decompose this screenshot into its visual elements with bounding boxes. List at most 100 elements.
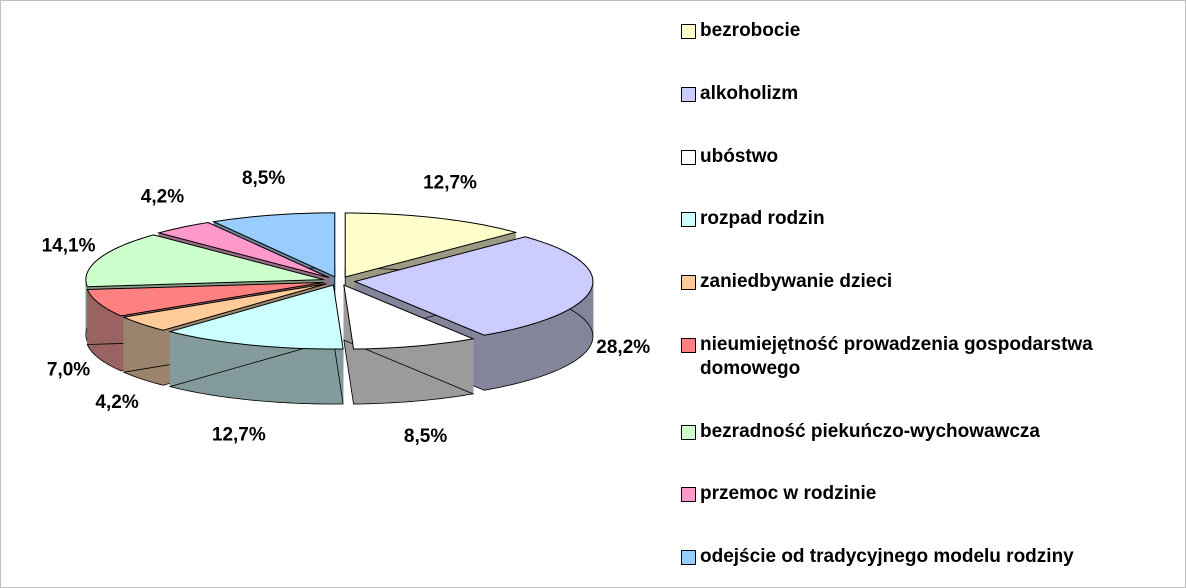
slice-side bbox=[493, 332, 500, 389]
legend-swatch bbox=[681, 86, 696, 102]
data-label: 8,5% bbox=[404, 426, 447, 447]
legend-item: rozpad rodzin bbox=[681, 207, 1171, 231]
slice bbox=[85, 234, 324, 288]
legend-swatch bbox=[681, 550, 696, 565]
legend-label: nieumiejętność prowadzenia gospodarstwa … bbox=[700, 333, 1093, 379]
slice-side bbox=[563, 310, 568, 368]
slice-side bbox=[307, 348, 314, 405]
slice-side bbox=[415, 345, 422, 402]
data-label: 12,7% bbox=[212, 424, 266, 445]
legend: bezrobocie alkoholizm ubóstwo rozpad rodzin… bbox=[681, 19, 1171, 569]
slice-side bbox=[498, 331, 504, 388]
slice-side bbox=[463, 339, 469, 396]
slice-side bbox=[437, 342, 444, 400]
legend-item: przemoc w rodzinie bbox=[681, 482, 1171, 506]
data-label: 4,2% bbox=[141, 187, 184, 208]
slice-side bbox=[551, 315, 556, 373]
slice-side bbox=[364, 348, 372, 405]
data-label: 8,5% bbox=[242, 168, 285, 189]
legend-swatch bbox=[681, 275, 696, 290]
slice bbox=[168, 284, 344, 350]
slice-side bbox=[431, 343, 438, 400]
slice-side bbox=[359, 348, 366, 405]
slice-side bbox=[571, 305, 575, 364]
legend-item: bezradność piekuńczo-wychowawcza bbox=[681, 420, 1171, 444]
slice-edge bbox=[168, 339, 344, 405]
slice-side bbox=[398, 346, 406, 403]
slice bbox=[353, 236, 594, 336]
data-label: 7,0% bbox=[47, 359, 90, 380]
slice-side bbox=[483, 333, 490, 391]
legend-label: ubóstwo bbox=[700, 145, 779, 167]
slice-side bbox=[353, 348, 360, 405]
slice-side bbox=[576, 302, 579, 361]
slice bbox=[122, 283, 327, 331]
legend-label: alkoholizm bbox=[700, 82, 799, 104]
slice bbox=[343, 284, 475, 350]
slice-side bbox=[537, 320, 542, 378]
legend-item: zaniedbywanie dzieci bbox=[681, 270, 1171, 294]
legend-swatch bbox=[681, 24, 696, 39]
slice-side bbox=[540, 319, 546, 377]
legend-label: bezradność piekuńczo-wychowawcza bbox=[700, 420, 1040, 442]
slice-side bbox=[529, 323, 534, 381]
slice-side bbox=[442, 342, 449, 399]
legend-label: odejście od tradycyjnego modelu rodziny bbox=[700, 546, 1074, 567]
slice-side bbox=[507, 329, 513, 386]
legend-swatch bbox=[681, 337, 696, 353]
pie-area: 12,7%28,2%8,5%12,7%4,2%7,0%14,1%4,2%8,5% bbox=[42, 168, 651, 447]
slice-side bbox=[560, 311, 565, 369]
slice-side bbox=[319, 348, 326, 405]
slice-edge bbox=[343, 339, 475, 405]
slice-side bbox=[283, 347, 291, 404]
slice-side bbox=[544, 318, 549, 376]
legend-swatch bbox=[681, 424, 696, 440]
slice-side bbox=[566, 308, 570, 367]
legend-item: bezrobocie bbox=[681, 19, 1171, 43]
slice-side bbox=[426, 344, 433, 401]
data-label: 28,2% bbox=[596, 337, 650, 358]
slice-side bbox=[488, 333, 495, 390]
slice bbox=[86, 281, 324, 317]
legend-swatch bbox=[681, 487, 696, 503]
data-label: 4,2% bbox=[95, 392, 138, 413]
slice-side bbox=[376, 347, 383, 404]
slice-side bbox=[525, 324, 530, 382]
slice-side bbox=[387, 347, 394, 404]
slice-edge bbox=[122, 338, 327, 386]
slice-side bbox=[520, 325, 526, 383]
slice-edge bbox=[86, 336, 324, 372]
slice-side bbox=[467, 338, 474, 396]
legend-item: ubóstwo bbox=[681, 145, 1171, 169]
slice bbox=[344, 212, 518, 278]
data-label: 14,1% bbox=[42, 236, 96, 257]
slice-side bbox=[447, 341, 454, 398]
slice-side bbox=[289, 347, 297, 404]
slice-side bbox=[533, 322, 538, 380]
slice-side bbox=[547, 317, 552, 375]
slice-side bbox=[410, 345, 417, 402]
legend-label: bezrobocie bbox=[700, 20, 801, 41]
slice-side bbox=[325, 348, 332, 405]
slice-side bbox=[554, 314, 559, 372]
slice-side bbox=[301, 348, 308, 404]
legend-label: przemoc w rodzinie bbox=[700, 483, 877, 505]
legend-item: nieumiejętność prowadzenia gospodarstwa … bbox=[681, 333, 1171, 381]
slice-side bbox=[512, 327, 518, 385]
slice-side bbox=[516, 326, 522, 384]
slice-side bbox=[370, 348, 377, 404]
slice-side bbox=[404, 346, 411, 403]
slice-side bbox=[452, 340, 459, 398]
legend-label: rozpad rodzin bbox=[700, 208, 825, 230]
slice-side bbox=[295, 347, 302, 404]
legend-swatch bbox=[681, 149, 696, 165]
slice-side bbox=[313, 348, 320, 405]
legend-item: odejście od tradycyjnego modelu rodziny bbox=[681, 545, 1171, 569]
legend-label: zaniedbywanie dzieci bbox=[700, 271, 893, 292]
legend-item: alkoholizm bbox=[681, 82, 1171, 106]
slice-side bbox=[557, 312, 562, 371]
legend-swatch bbox=[681, 212, 696, 228]
data-label: 12,7% bbox=[423, 172, 477, 193]
slice bbox=[156, 221, 330, 279]
